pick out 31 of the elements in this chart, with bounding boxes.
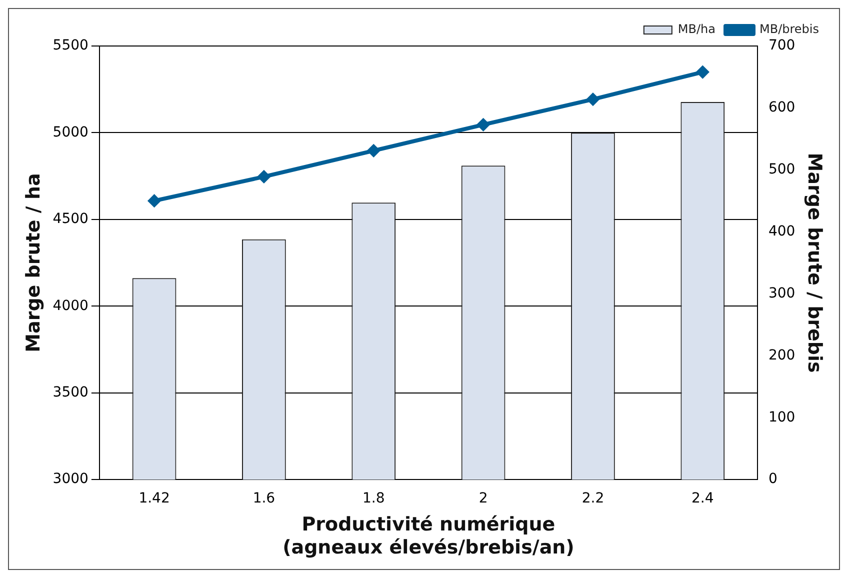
point [368,144,380,157]
point [696,66,709,78]
y2-tick-label: 400 [768,223,796,240]
x-axis-title: Productivité numérique (agneaux élevés/brebis/an) [282,514,574,559]
y-axis-title: Marge brute / ha [22,173,44,352]
x-tick-label: 1.6 [252,490,276,507]
legend-label: MB/ha [678,22,716,36]
y2-tick-label: 0 [768,471,778,488]
y2-tick-label: 500 [768,162,796,178]
y-tick-label: 4000 [52,298,88,314]
point [148,194,160,207]
y2-axis-title: Marge brute / brebis [804,152,826,373]
legend-label: MB/brebis [760,22,820,36]
point [477,118,490,131]
y2-tick-label: 200 [768,347,796,364]
point [258,170,270,183]
x-tick-label: 2 [478,490,488,507]
y-tick-label: 5000 [52,124,88,140]
y2-tick-label: 100 [768,409,796,426]
y-tick-label: 5500 [52,38,88,54]
y-tick-label: 3500 [52,384,88,401]
y2-tick-label: 600 [768,100,796,116]
x-tick-label: 1.8 [362,490,385,507]
x-tick-label: 2.2 [582,490,604,507]
point [586,93,599,106]
x-tick-label: 1.42 [138,490,170,507]
y-tick-label: 4500 [52,211,88,228]
y2-tick-label: 300 [768,285,796,302]
y2-tick-label: 700 [768,38,796,54]
y-tick-label: 3000 [52,471,88,488]
x-tick-label: 2.4 [692,490,714,507]
